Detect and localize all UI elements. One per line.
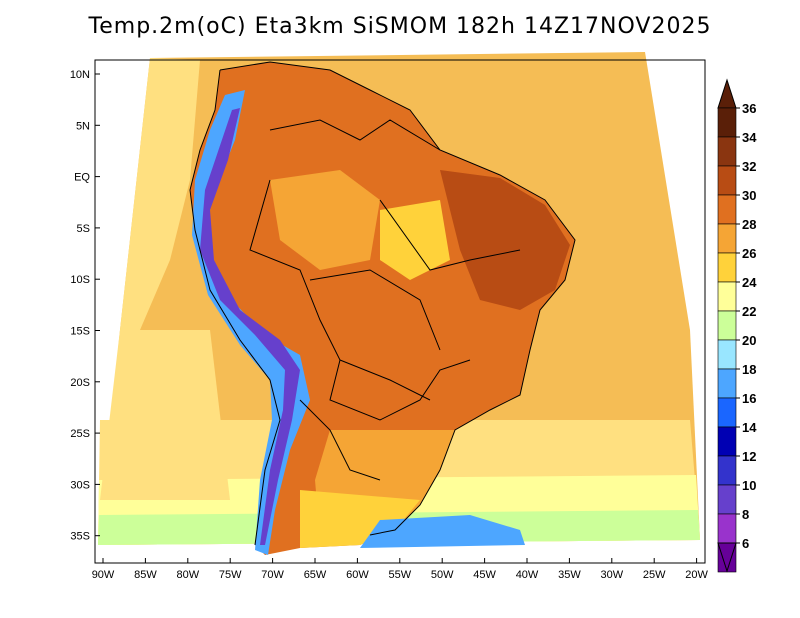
central-warm-patch (380, 200, 450, 280)
colorbar-label: 36 (742, 101, 756, 116)
colorbar-label: 32 (742, 159, 756, 174)
colorbar-segment (717, 368, 737, 399)
lon-tick-label: 90W (92, 569, 115, 581)
patagonia-cool (300, 490, 420, 548)
lat-tick-label: 30S (70, 479, 90, 491)
lon-tick-label: 50W (431, 569, 454, 581)
lon-tick-label: 40W (516, 569, 539, 581)
colorbar-segment (717, 136, 737, 167)
lon-tick-label: 25W (643, 569, 666, 581)
lat-tick-label: 10S (70, 274, 90, 286)
lon-tick-label: 30W (600, 569, 623, 581)
lon-tick-label: 85W (134, 569, 157, 581)
latitude-axis: 10N 5N EQ 5S 10S 15S 20S 25S 30S 35S (70, 69, 100, 543)
colorbar-segment (717, 165, 737, 196)
lat-tick-label: 15S (70, 326, 90, 338)
lon-tick-label: 65W (304, 569, 327, 581)
lon-tick-label: 80W (176, 569, 199, 581)
colorbar-label: 20 (742, 333, 756, 348)
amazon-warm-patch (270, 170, 380, 270)
colorbar-label: 8 (742, 507, 749, 522)
colorbar-label: 24 (742, 275, 757, 290)
lon-tick-label: 70W (261, 569, 284, 581)
west-coastline (189, 69, 281, 546)
lon-tick-label: 20W (685, 569, 708, 581)
colorbar-label: 22 (742, 304, 756, 319)
pacific-cool-area (120, 58, 200, 330)
colorbar-segment (717, 426, 737, 457)
colorbar-top-arrow (717, 78, 737, 109)
lat-tick-label: 5S (77, 223, 90, 235)
colorbar-label: 34 (742, 130, 757, 145)
lat-tick-label: 10N (70, 69, 90, 81)
colorbar-segment (717, 252, 737, 283)
colorbar-label: 10 (742, 478, 756, 493)
colorbar-segment (717, 455, 737, 486)
coastline (219, 61, 576, 536)
internal-borders (299, 199, 521, 481)
colorbar-label: 12 (742, 449, 756, 464)
colorbar-segment (717, 310, 737, 341)
colorbar-segment (717, 339, 737, 370)
political-borders (189, 61, 576, 546)
colorbar-segment (717, 223, 737, 254)
lon-tick-label: 35W (558, 569, 581, 581)
lon-tick-label: 45W (473, 569, 496, 581)
colorbar-bottom-arrow (717, 542, 737, 573)
colorbar-label: 18 (742, 362, 756, 377)
lat-tick-label: EQ (74, 172, 90, 184)
colorbar-segment (717, 484, 737, 515)
map-title: Temp.2m(oC) Eta3km SiSMOM 182h 14Z17NOV2… (88, 14, 712, 39)
colorbar-segment (717, 107, 737, 138)
colorbar-label: 6 (742, 536, 749, 551)
colorbar-label: 16 (742, 391, 756, 406)
colorbar-label: 30 (742, 188, 756, 203)
northeast-hot-area (440, 170, 570, 310)
colorbar-segment (717, 281, 737, 312)
colorbar: 36 34 32 30 28 26 24 22 20 18 16 14 12 10 8 6 (717, 78, 757, 573)
lat-tick-label: 35S (70, 531, 90, 543)
lat-tick-label: 25S (70, 428, 90, 440)
colorbar-segment (717, 194, 737, 225)
colorbar-label: 14 (742, 420, 757, 435)
lat-tick-label: 20S (70, 377, 90, 389)
colorbar-segment (717, 397, 737, 428)
lat-tick-label: 5N (76, 120, 90, 132)
lon-tick-label: 75W (219, 569, 242, 581)
lon-tick-label: 55W (388, 569, 411, 581)
colorbar-label: 28 (742, 217, 756, 232)
pacific-cold-strip (100, 330, 230, 500)
lon-tick-label: 60W (346, 569, 369, 581)
brazil-border (249, 119, 471, 421)
colorbar-label: 26 (742, 246, 756, 261)
andes-coldest (200, 108, 300, 545)
longitude-axis: 90W 85W 80W 75W 70W 65W 60W 55W 50W 45W 40W 35W 30W 2… (92, 558, 709, 581)
colorbar-segment (717, 513, 737, 544)
